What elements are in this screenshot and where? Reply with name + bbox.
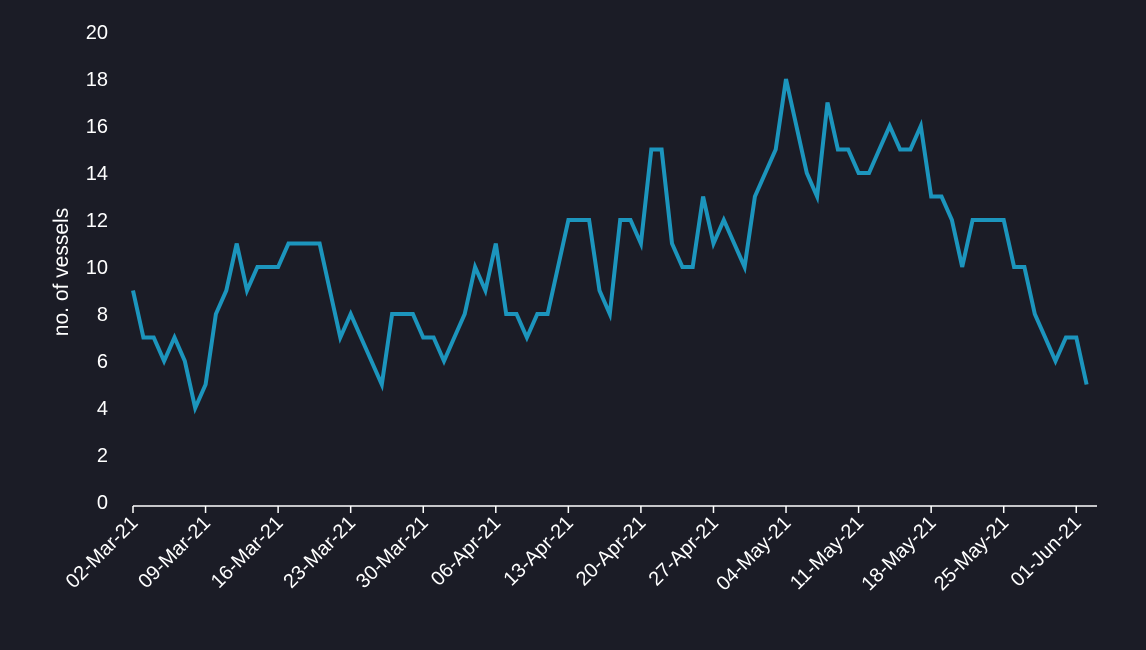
x-tick-label: 25-May-21 (930, 512, 1013, 595)
x-tick-label: 30-Mar-21 (352, 512, 433, 593)
y-axis: 0 2 4 6 8 10 12 14 16 18 20 (86, 22, 108, 514)
x-tick-label: 27-Apr-21 (645, 512, 723, 590)
x-tick-label: 01-Jun-21 (1007, 512, 1086, 591)
x-tick-label: 02-Mar-21 (62, 512, 143, 593)
x-tick-label: 11-May-21 (786, 512, 868, 594)
y-tick-label: 20 (86, 22, 108, 44)
x-axis: 02-Mar-2109-Mar-2116-Mar-2123-Mar-2130-M… (62, 505, 1097, 595)
y-tick-label: 2 (97, 445, 108, 467)
x-tick-label: 16-Mar-21 (207, 512, 288, 593)
x-tick-label: 06-Apr-21 (427, 512, 505, 590)
x-tick-label: 18-May-21 (858, 512, 941, 595)
y-tick-label: 12 (86, 210, 108, 232)
x-tick-label: 20-Apr-21 (572, 512, 650, 590)
y-tick-label: 8 (97, 304, 108, 326)
x-tick-label: 04-May-21 (712, 512, 795, 595)
x-tick-label: 09-Mar-21 (134, 512, 215, 593)
x-tick-label: 23-Mar-21 (279, 512, 360, 593)
y-tick-label: 10 (86, 257, 108, 279)
series-line (131, 78, 1089, 415)
series-group (131, 78, 1089, 415)
y-axis-title: no. of vessels (50, 208, 73, 336)
y-tick-label: 0 (97, 492, 108, 514)
y-tick-label: 14 (86, 163, 108, 185)
y-tick-label: 6 (97, 351, 108, 373)
y-tick-label: 18 (86, 69, 108, 91)
y-tick-label: 16 (86, 116, 108, 138)
x-tick-label: 13-Apr-21 (499, 512, 577, 590)
y-tick-label: 4 (97, 398, 108, 420)
